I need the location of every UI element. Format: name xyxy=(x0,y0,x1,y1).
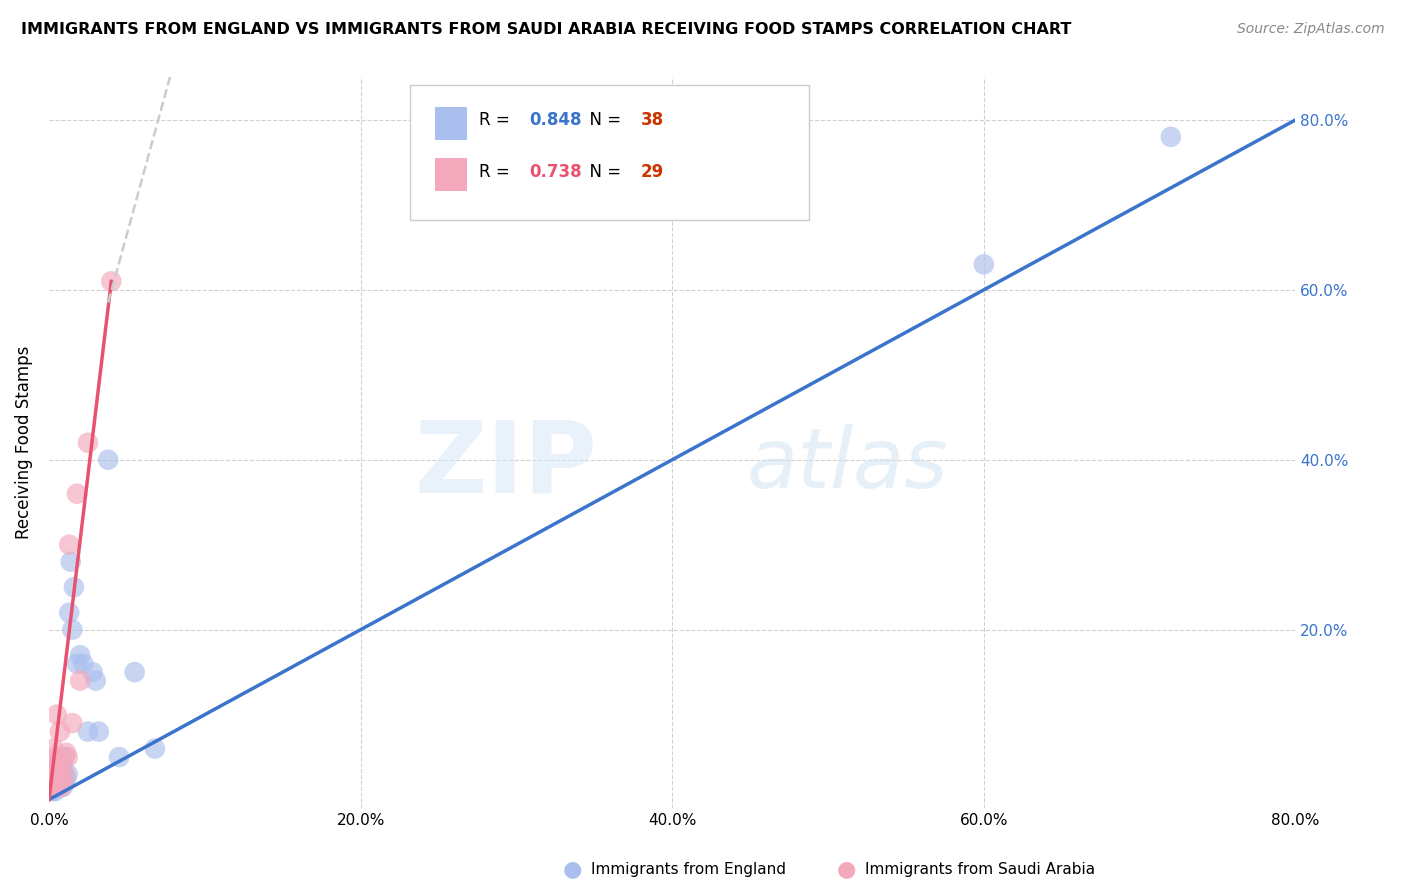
Point xyxy=(60,623,83,637)
Point xyxy=(97,452,120,467)
Point xyxy=(55,772,77,786)
Point xyxy=(45,707,67,722)
Point xyxy=(51,755,73,769)
Point xyxy=(42,780,65,794)
Point xyxy=(56,767,79,781)
Text: 0.738: 0.738 xyxy=(529,163,582,181)
Text: ●: ● xyxy=(837,860,856,880)
Point xyxy=(124,665,146,680)
Point xyxy=(87,724,110,739)
Text: 29: 29 xyxy=(641,163,664,181)
Point xyxy=(44,750,66,764)
Point xyxy=(42,767,65,781)
Point xyxy=(69,648,91,662)
Point xyxy=(45,758,67,772)
Point xyxy=(1160,129,1182,144)
Point xyxy=(49,780,72,794)
FancyBboxPatch shape xyxy=(436,107,467,139)
Point xyxy=(66,487,89,501)
Text: N =: N = xyxy=(579,111,626,128)
Point xyxy=(39,780,62,794)
Point xyxy=(59,555,82,569)
FancyBboxPatch shape xyxy=(436,158,467,191)
Point xyxy=(51,780,73,794)
Point xyxy=(84,673,107,688)
Text: 38: 38 xyxy=(641,111,664,128)
Point xyxy=(52,758,75,772)
Point xyxy=(46,775,69,789)
Point xyxy=(53,775,76,789)
Text: R =: R = xyxy=(479,163,515,181)
Point xyxy=(39,775,62,789)
Text: Source: ZipAtlas.com: Source: ZipAtlas.com xyxy=(1237,22,1385,37)
Point xyxy=(58,606,80,620)
Point xyxy=(52,775,75,789)
Point xyxy=(53,767,76,781)
Text: IMMIGRANTS FROM ENGLAND VS IMMIGRANTS FROM SAUDI ARABIA RECEIVING FOOD STAMPS CO: IMMIGRANTS FROM ENGLAND VS IMMIGRANTS FR… xyxy=(21,22,1071,37)
Point xyxy=(108,750,131,764)
FancyBboxPatch shape xyxy=(411,85,810,220)
Point xyxy=(41,772,63,786)
Point xyxy=(72,657,94,671)
Point xyxy=(42,741,65,756)
Point xyxy=(51,750,73,764)
Point xyxy=(44,784,66,798)
Point xyxy=(41,784,63,798)
Point xyxy=(77,435,100,450)
Point xyxy=(143,741,166,756)
Point xyxy=(51,775,73,789)
Point xyxy=(42,772,65,786)
Point xyxy=(45,780,67,794)
Point xyxy=(39,758,62,772)
Point xyxy=(41,755,63,769)
Point xyxy=(41,780,63,794)
Text: 0.848: 0.848 xyxy=(529,111,581,128)
Text: atlas: atlas xyxy=(747,425,949,505)
Point xyxy=(45,780,67,794)
Point xyxy=(58,538,80,552)
Text: R =: R = xyxy=(479,111,515,128)
Text: Immigrants from England: Immigrants from England xyxy=(591,863,786,877)
Point xyxy=(63,580,86,594)
Point xyxy=(44,775,66,789)
Point xyxy=(49,767,72,781)
Point xyxy=(45,767,67,781)
Point xyxy=(46,763,69,777)
Point xyxy=(973,257,995,271)
Point xyxy=(77,724,100,739)
Point xyxy=(60,716,83,731)
Point xyxy=(56,750,79,764)
Point xyxy=(100,274,122,288)
Point xyxy=(69,673,91,688)
Y-axis label: Receiving Food Stamps: Receiving Food Stamps xyxy=(15,346,32,540)
Point xyxy=(66,657,89,671)
Text: ZIP: ZIP xyxy=(415,417,598,513)
Point xyxy=(49,724,72,739)
Point xyxy=(46,772,69,786)
Point xyxy=(55,746,77,760)
Text: Immigrants from Saudi Arabia: Immigrants from Saudi Arabia xyxy=(865,863,1095,877)
Point xyxy=(44,767,66,781)
Text: ●: ● xyxy=(562,860,582,880)
Point xyxy=(39,772,62,786)
Point xyxy=(45,775,67,789)
Point xyxy=(42,775,65,789)
Point xyxy=(82,665,104,680)
Text: N =: N = xyxy=(579,163,626,181)
Point xyxy=(53,750,76,764)
Point xyxy=(49,763,72,777)
Point xyxy=(52,780,75,794)
